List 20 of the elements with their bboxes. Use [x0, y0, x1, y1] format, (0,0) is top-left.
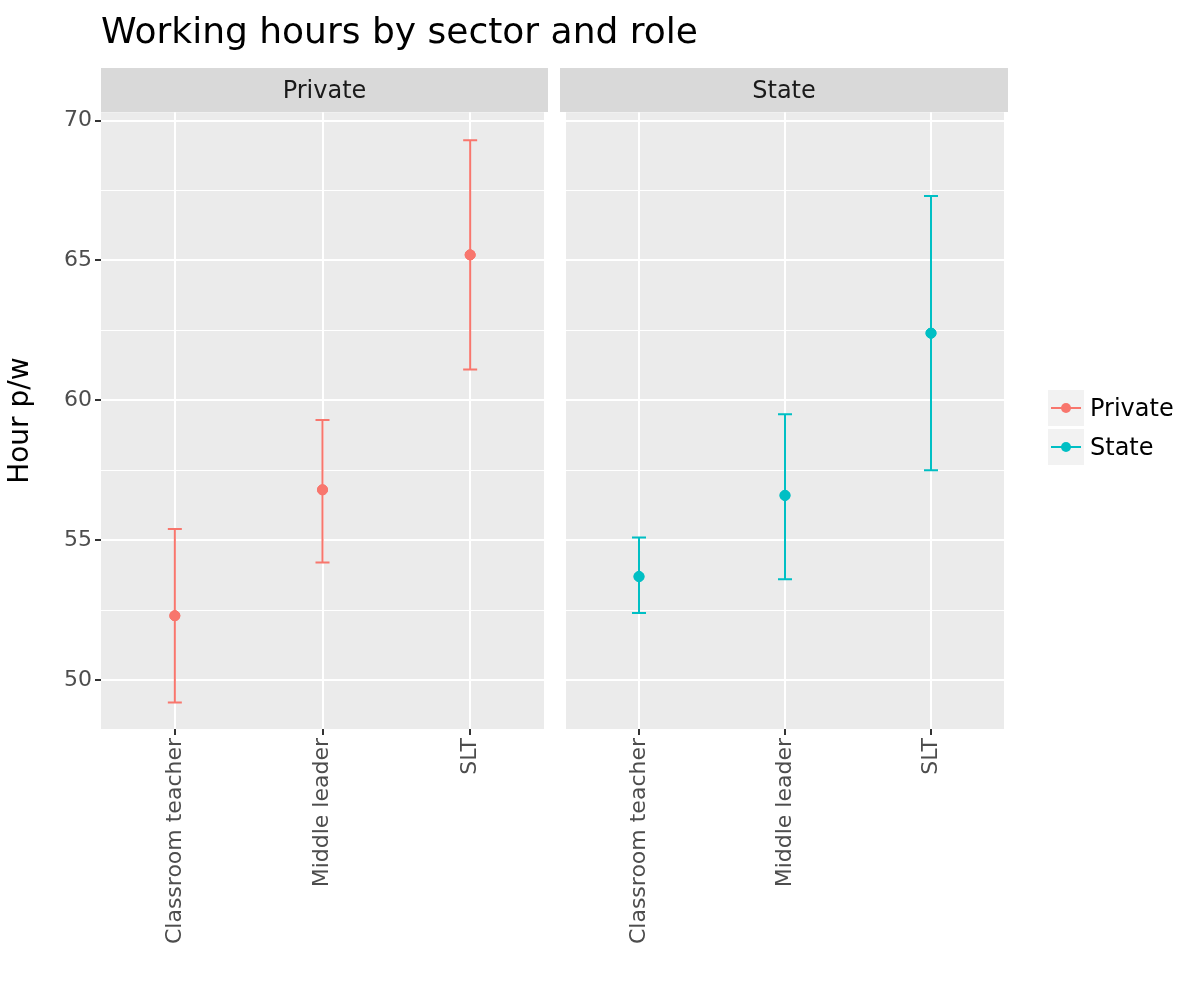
y-tick-label: 55 — [64, 525, 92, 551]
point — [317, 484, 328, 496]
x-tick-label: Classroom teacher — [160, 736, 186, 944]
y-tick-label: 60 — [64, 385, 92, 411]
x-tick-label: SLT — [916, 737, 942, 775]
y-tick-label: 70 — [64, 106, 92, 132]
legend-label: Private — [1090, 393, 1174, 422]
x-tick-label: Middle leader — [770, 736, 796, 888]
point — [464, 249, 476, 261]
chart-subtitle: State — [560, 68, 1008, 112]
y-tick-label: 50 — [64, 665, 92, 691]
point — [169, 610, 181, 622]
chart-title: Working hours by sector and role — [101, 10, 698, 51]
y-axis-title: Hour p/w — [2, 357, 36, 484]
x-tick-label: Classroom teacher — [624, 736, 650, 944]
legend-label: State — [1090, 432, 1154, 461]
y-tick-label: 65 — [64, 245, 92, 271]
x-tick-label: Middle leader — [308, 736, 334, 888]
chart-subtitle: Private — [101, 68, 548, 112]
x-tick-label: SLT — [455, 737, 481, 775]
